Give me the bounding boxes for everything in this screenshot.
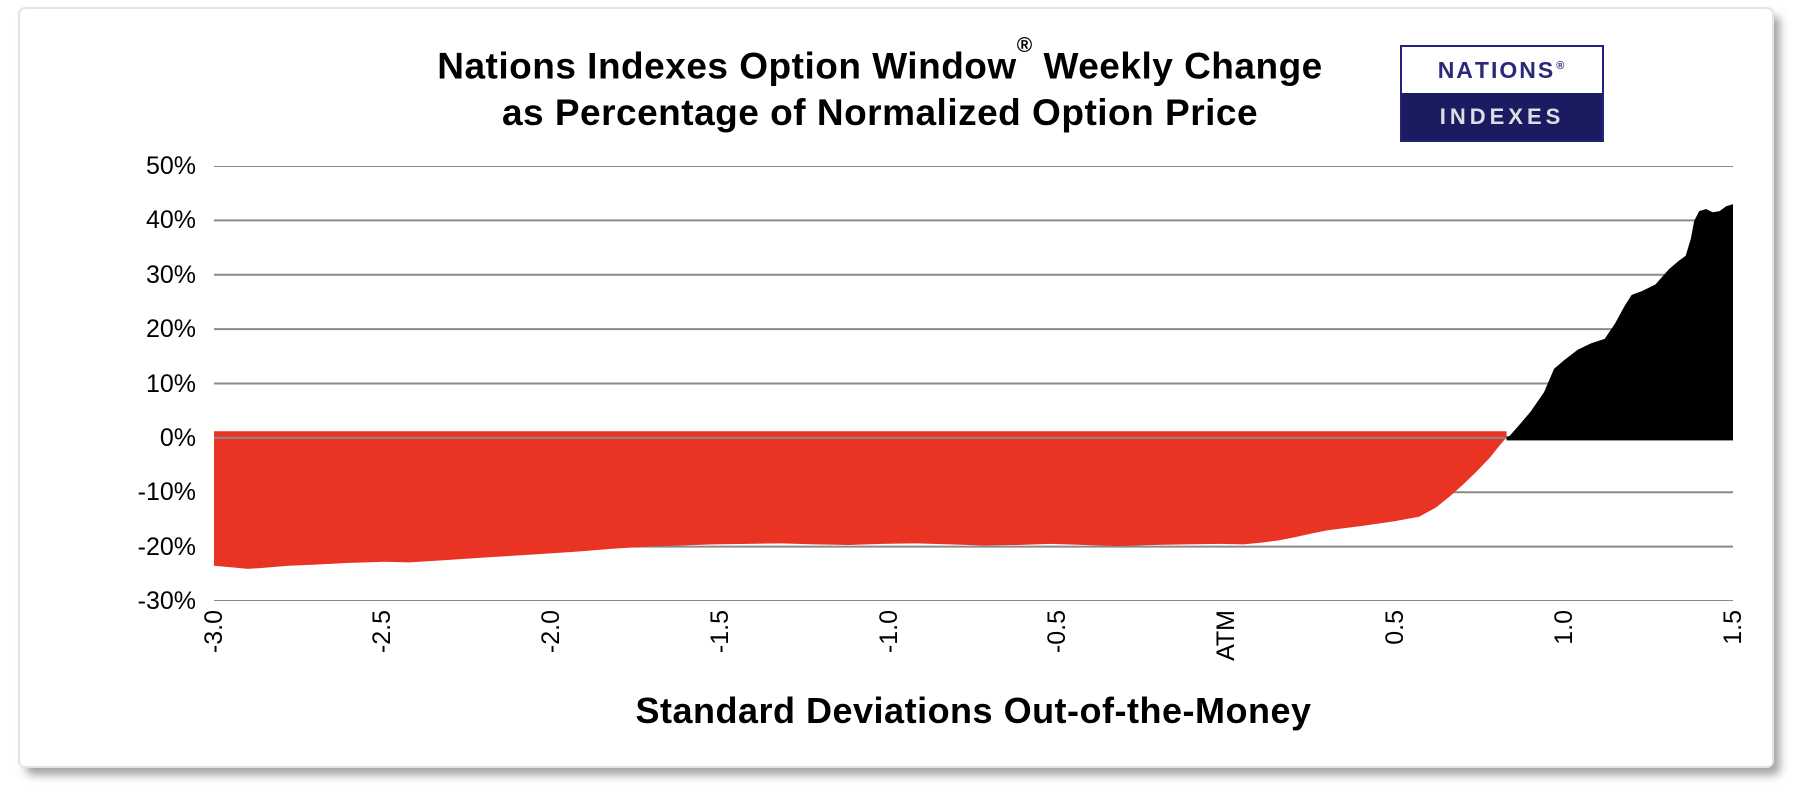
- x-tick-label-text: -3.0: [199, 610, 228, 654]
- chart-title-line1-main: Nations Indexes Option Window: [437, 45, 1017, 87]
- x-tick-label-text: -1.5: [705, 610, 734, 654]
- logo-nations-text: NαTIONS: [1437, 56, 1556, 83]
- negative-area: [214, 431, 1507, 569]
- x-tick-label: 1.5: [1718, 610, 1748, 650]
- y-tick-label: -10%: [137, 478, 196, 507]
- y-axis-labels: 50% 40% 30% 20% 10% 0% -10% -20% -30%: [20, 9, 196, 769]
- y-tick-label: 30%: [145, 260, 196, 289]
- y-tick-label: 50%: [145, 152, 196, 180]
- x-tick-label: -2.0: [537, 610, 567, 658]
- y-tick-label: 40%: [145, 206, 196, 235]
- x-tick-label-text: ATM: [1212, 610, 1241, 661]
- logo-indexes-row: Indexes: [1402, 93, 1602, 140]
- x-tick-label: -0.5: [1043, 610, 1073, 658]
- chart-title-line1: Nations Indexes Option Window® Weekly Ch…: [200, 34, 1560, 89]
- logo-nations-row: NαTIONS ®: [1402, 47, 1602, 93]
- plot-area: [214, 166, 1733, 601]
- x-tick-label-text: -1.0: [874, 610, 903, 654]
- x-tick-label-text: -2.0: [537, 610, 566, 654]
- x-tick-label: 1.0: [1549, 610, 1579, 650]
- x-tick-label-text: -2.5: [368, 610, 397, 654]
- y-tick-label: 10%: [145, 369, 196, 398]
- registered-mark: ®: [1016, 34, 1033, 57]
- y-tick-label: 0%: [159, 423, 196, 452]
- x-tick-label-text: 1.0: [1549, 610, 1578, 645]
- y-tick-label: -30%: [137, 587, 196, 615]
- nations-indexes-logo: NαTIONS ® Indexes: [1400, 45, 1604, 142]
- x-axis-labels: -3.0 -2.5 -2.0 -1.5 -1.0 -0.5 ATM 0.5 1.0 1.5: [200, 610, 1747, 694]
- logo-registered-mark: ®: [1556, 60, 1567, 72]
- chart-title-line1-rest: Weekly Change: [1032, 45, 1323, 87]
- x-axis-title: Standard Deviations Out-of-the-Money: [635, 690, 1312, 731]
- option-window-area-chart: [214, 166, 1733, 601]
- x-tick-label-text: 0.5: [1380, 610, 1409, 645]
- chart-title-line2: as Percentage of Normalized Option Price: [501, 92, 1259, 134]
- x-tick-label: -1.5: [705, 610, 735, 658]
- x-tick-label-text: -0.5: [1043, 610, 1072, 654]
- x-tick-label: 0.5: [1380, 610, 1410, 650]
- chart-card: Nations Indexes Option Window® Weekly Ch…: [18, 7, 1774, 768]
- x-tick-label: ATM: [1212, 610, 1242, 666]
- x-tick-label-text: 1.5: [1718, 610, 1747, 645]
- y-tick-label: 20%: [145, 315, 196, 344]
- x-tick-label: -1.0: [874, 610, 904, 658]
- chart-title: Nations Indexes Option Window® Weekly Ch…: [200, 34, 1560, 136]
- positive-area: [1506, 204, 1733, 438]
- x-tick-label: -3.0: [199, 610, 229, 658]
- zero-axis-line: [1506, 436, 1733, 441]
- x-tick-label: -2.5: [368, 610, 398, 658]
- y-tick-label: -20%: [137, 532, 196, 561]
